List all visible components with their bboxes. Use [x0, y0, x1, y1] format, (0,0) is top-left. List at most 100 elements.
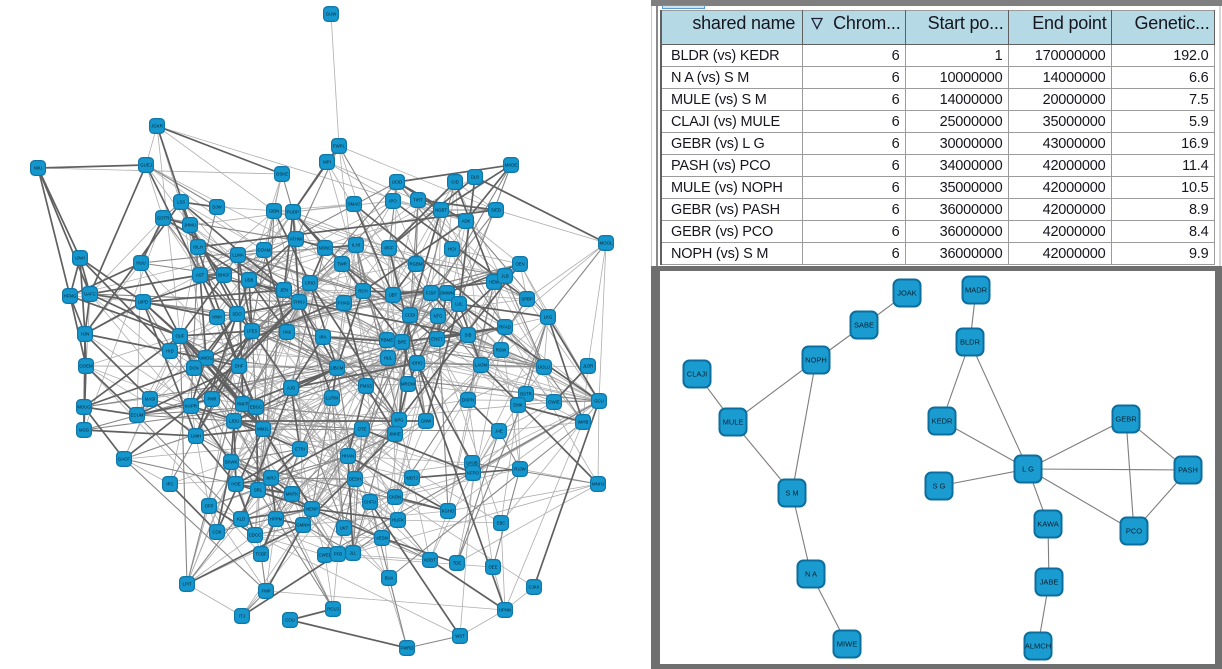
svg-text:MOOL: MOOL [600, 241, 613, 246]
svg-text:SIED: SIED [491, 208, 501, 213]
svg-text:JLB: JLB [501, 274, 509, 279]
svg-text:JABE: JABE [1040, 578, 1059, 587]
svg-text:TDE: TDE [453, 561, 462, 566]
svg-text:ATHW: ATHW [290, 237, 303, 242]
svg-text:MOUG: MOUG [77, 405, 91, 410]
svg-text:RGW: RGW [496, 348, 507, 353]
svg-text:HFMG: HFMG [64, 294, 77, 299]
svg-text:KDBT: KDBT [424, 558, 436, 563]
svg-text:DLB: DLB [471, 175, 479, 180]
svg-text:UOLU: UOLU [538, 365, 550, 370]
svg-text:CCDI: CCDI [405, 313, 416, 318]
svg-text:PCO: PCO [1126, 527, 1142, 536]
svg-text:GIBN: GIBN [269, 209, 280, 214]
svg-text:BPE: BPE [398, 340, 407, 345]
svg-text:UBCM: UBCM [331, 366, 344, 371]
svg-text:UMOG: UMOG [199, 356, 213, 361]
svg-text:SDO: SDO [232, 312, 242, 317]
svg-text:JOAK: JOAK [897, 289, 917, 298]
svg-text:OEE: OEE [488, 565, 497, 570]
svg-text:JMHE: JMHE [389, 432, 401, 437]
svg-text:GMNH: GMNH [296, 523, 309, 528]
svg-text:LLMA: LLMA [232, 253, 243, 258]
svg-text:HEW: HEW [489, 280, 500, 285]
svg-text:IPO: IPO [389, 199, 397, 204]
svg-text:SABE: SABE [854, 321, 874, 330]
svg-text:SMAC: SMAC [348, 202, 360, 207]
svg-text:CDCC: CDCC [249, 533, 261, 538]
svg-text:CHFU: CHFU [364, 500, 376, 505]
svg-text:LKG: LKG [544, 315, 553, 320]
svg-text:HOE: HOE [231, 482, 240, 487]
svg-text:FMP: FMP [261, 589, 270, 594]
svg-text:OSKE: OSKE [276, 172, 288, 177]
svg-text:PFB: PFB [334, 552, 342, 557]
svg-text:KLD: KLD [237, 517, 245, 522]
svg-text:TIRT: TIRT [413, 198, 423, 203]
svg-text:DHF: DHF [235, 364, 244, 369]
svg-text:IKRJ: IKRJ [266, 476, 275, 481]
svg-text:OFP: OFP [205, 504, 214, 509]
svg-text:MADR: MADR [965, 286, 988, 295]
svg-text:LFES: LFES [247, 329, 258, 334]
svg-text:KEDR: KEDR [932, 417, 953, 426]
svg-text:KFPO: KFPO [467, 471, 479, 476]
svg-text:OTE: OTE [358, 427, 367, 432]
svg-text:CKBN: CKBN [389, 495, 401, 500]
svg-text:ITJ: ITJ [239, 614, 245, 619]
svg-text:UBT: UBT [389, 293, 398, 298]
svg-text:NENP: NENP [306, 507, 318, 512]
svg-text:SPBP: SPBP [521, 297, 533, 302]
svg-text:JEN: JEN [280, 288, 288, 293]
svg-text:ETRI: ETRI [295, 447, 305, 452]
svg-text:GEBR: GEBR [1115, 415, 1137, 424]
svg-text:JGKR: JGKR [151, 124, 162, 129]
svg-text:GACF: GACF [118, 457, 130, 462]
svg-text:UJL: UJL [455, 302, 463, 307]
svg-text:RFAD: RFAD [499, 325, 510, 330]
svg-text:HNH: HNH [212, 315, 221, 320]
svg-text:GOTR: GOTR [157, 216, 169, 221]
svg-text:NONC: NONC [319, 246, 332, 251]
svg-text:NTG: NTG [433, 314, 443, 319]
svg-text:IRA: IRA [319, 335, 326, 340]
svg-text:CJKK: CJKK [529, 585, 540, 590]
svg-text:NGBT: NGBT [435, 208, 447, 213]
svg-text:FHNJ: FHNJ [294, 300, 305, 305]
svg-text:JHMU: JHMU [184, 223, 196, 228]
svg-text:FWPL: FWPL [333, 144, 346, 149]
svg-text:KGHO: KGHO [442, 509, 455, 514]
svg-text:COU: COU [285, 618, 295, 623]
svg-text:KAWA: KAWA [1037, 520, 1059, 529]
svg-text:LJDU: LJDU [229, 419, 240, 424]
svg-text:HHAN: HHAN [342, 454, 354, 459]
svg-text:RGBM: RGBM [410, 262, 423, 267]
svg-text:LAOM: LAOM [475, 363, 488, 368]
svg-text:HJN: HJN [81, 332, 89, 337]
svg-text:CWEB: CWEB [319, 553, 332, 558]
svg-text:FHAG: FHAG [338, 301, 351, 306]
svg-text:OMWN: OMWN [440, 291, 454, 296]
svg-text:LPIT: LPIT [182, 582, 191, 587]
svg-text:MMJL: MMJL [257, 427, 269, 432]
svg-text:UKT: UKT [340, 526, 349, 531]
svg-text:ENST: ENST [431, 337, 443, 342]
svg-text:DOPN: DOPN [462, 398, 474, 403]
svg-text:FJSP: FJSP [426, 291, 437, 296]
svg-text:SKWK: SKWK [225, 460, 238, 465]
svg-text:BSTR: BSTR [520, 392, 531, 397]
svg-text:PASH: PASH [1178, 466, 1198, 475]
svg-text:MBTJ: MBTJ [406, 476, 417, 481]
svg-text:RCH: RCH [358, 289, 367, 294]
svg-text:RCUJ: RCUJ [327, 607, 338, 612]
svg-text:JAE: JAE [495, 429, 503, 434]
svg-text:LSS: LSS [177, 200, 185, 205]
svg-text:DCN: DCN [189, 366, 198, 371]
svg-text:HAK: HAK [283, 330, 292, 335]
svg-text:OWIE: OWIE [548, 400, 560, 405]
svg-text:IPFF: IPFF [384, 246, 394, 251]
svg-text:JLL: JLL [350, 551, 358, 556]
svg-text:OOEM: OOEM [79, 364, 93, 369]
svg-text:AESN: AESN [376, 536, 388, 541]
svg-text:KAPR: KAPR [185, 404, 197, 409]
